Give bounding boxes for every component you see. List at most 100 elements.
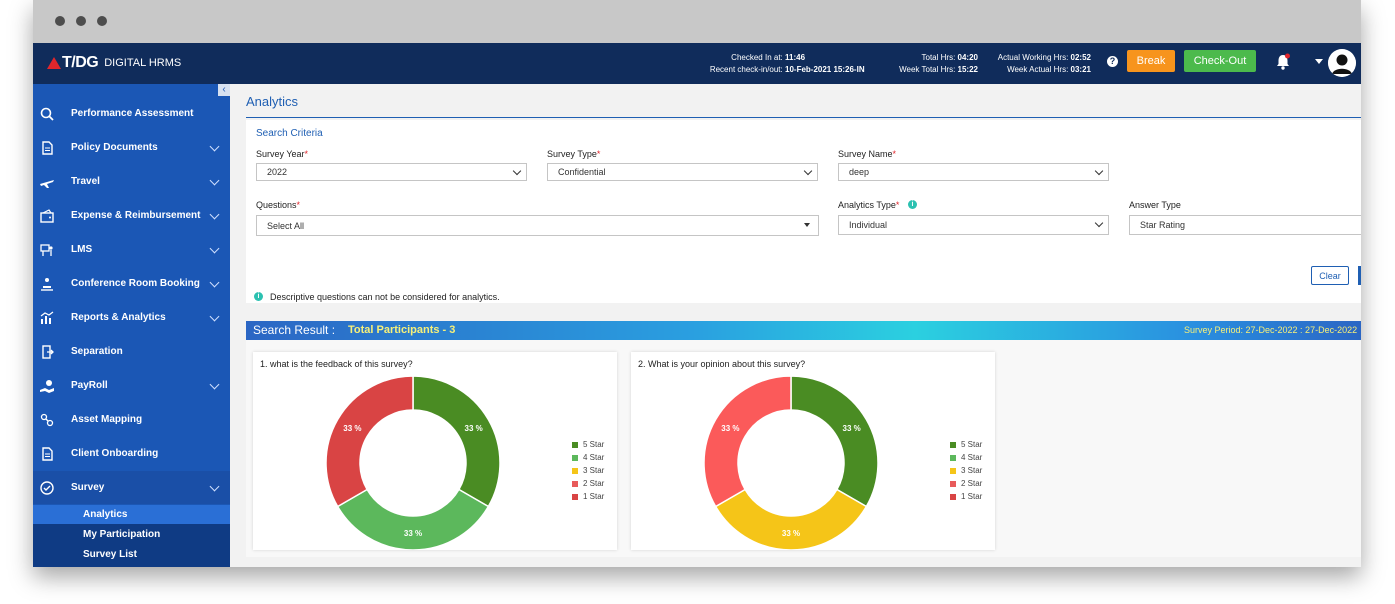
legend-entry[interactable]: 5 Star — [950, 438, 982, 451]
sidebar-item-label: Expense & Reimbursement — [71, 210, 201, 221]
check-circle-icon — [40, 480, 54, 495]
actual-hours-info: Actual Working Hrs: 02:52 Week Actual Hr… — [978, 52, 1091, 76]
bell-icon[interactable] — [1273, 52, 1293, 72]
chevron-down-icon[interactable] — [209, 141, 220, 152]
legend-swatch — [572, 441, 578, 448]
required-marker: * — [596, 149, 601, 159]
legend-swatch — [572, 454, 578, 461]
legend-label: 5 Star — [961, 440, 983, 449]
survey-submenu: Analytics My Participation Survey List — [33, 505, 230, 567]
results-area: 1. what is the feedback of this survey? … — [246, 340, 1361, 557]
sidebar-item-performance-assessment[interactable]: Performance Assessment — [33, 97, 230, 130]
sidebar-item-travel[interactable]: Travel — [33, 165, 230, 198]
sidebar-item-client-onboarding[interactable]: Client Onboarding — [33, 437, 230, 470]
total-participants: Total Participants - 3 — [348, 324, 456, 336]
legend-swatch — [950, 467, 956, 474]
meeting-icon — [41, 277, 53, 291]
questions-select[interactable]: Select All — [256, 215, 819, 236]
collapse-sidebar-icon[interactable]: ‹ — [218, 84, 230, 96]
sidebar-item-conference-room[interactable]: Conference Room Booking — [33, 267, 230, 300]
sidebar-item-expense[interactable]: Expense & Reimbursement — [33, 199, 230, 232]
survey-year-select[interactable]: 2022 — [256, 163, 527, 181]
chevron-down-icon[interactable] — [209, 243, 220, 254]
legend-entry[interactable]: 1 Star — [572, 490, 604, 503]
survey-type-label-text: Survey Type — [547, 149, 597, 159]
sidebar-item-policy-documents[interactable]: Policy Documents — [33, 131, 230, 164]
legend-swatch — [950, 441, 956, 448]
legend-entry[interactable]: 3 Star — [572, 464, 604, 477]
analytics-type-label-text: Analytics Type — [838, 200, 896, 210]
chevron-down-icon[interactable] — [209, 311, 220, 322]
legend-label: 1 Star — [583, 492, 605, 501]
slice-data-label: 33 % — [721, 424, 739, 433]
legend-entry[interactable]: 2 Star — [950, 477, 982, 490]
sidebar-subitem-label: Survey List — [83, 549, 137, 560]
questions-value: Select All — [267, 221, 305, 231]
window-dot-icon[interactable] — [76, 16, 86, 26]
answer-type-select[interactable]: Star Rating — [1129, 215, 1361, 235]
chevron-down-icon[interactable] — [209, 277, 220, 288]
sidebar-item-lms[interactable]: LMS — [33, 233, 230, 266]
question-title: 1. what is the feedback of this survey? — [260, 359, 413, 369]
legend-entry[interactable]: 5 Star — [572, 438, 604, 451]
main-content: Analytics Search Criteria Survey Year* 2… — [230, 84, 1361, 567]
avatar[interactable] — [1328, 49, 1356, 77]
required-marker: * — [296, 200, 301, 210]
checkout-button[interactable]: Check-Out — [1184, 50, 1256, 72]
legend-entry[interactable]: 1 Star — [950, 490, 982, 503]
chevron-down-icon[interactable] — [209, 175, 220, 186]
search-result-label: Search Result : — [253, 323, 336, 337]
sidebar-subitem-my-participation[interactable]: My Participation — [33, 525, 230, 544]
analytics-type-select[interactable]: Individual — [838, 215, 1109, 235]
search-button[interactable] — [1358, 266, 1361, 285]
legend-entry[interactable]: 4 Star — [572, 451, 604, 464]
chevron-down-icon[interactable] — [1315, 59, 1323, 64]
sidebar-item-payroll[interactable]: PayRoll — [33, 369, 230, 402]
help-icon[interactable]: ? — [1107, 56, 1118, 67]
logo[interactable]: T/DG DIGITAL HRMS — [47, 54, 181, 72]
donut-slice-5-star[interactable] — [790, 375, 879, 508]
sidebar-item-separation[interactable]: Separation — [33, 335, 230, 368]
sidebar-item-label: Survey — [71, 482, 105, 493]
title-divider — [246, 117, 1361, 118]
chevron-down-icon[interactable] — [209, 209, 220, 220]
hours-info: Total Hrs: 04:20 Week Total Hrs: 15:22 — [863, 52, 978, 76]
actual-working-label: Actual Working Hrs: — [997, 53, 1069, 62]
sidebar-item-label: Policy Documents — [71, 142, 158, 153]
document-icon — [42, 446, 53, 461]
legend-entry[interactable]: 2 Star — [572, 477, 604, 490]
sidebar: ‹ Performance Assessment Policy Document… — [33, 84, 230, 567]
window-dot-icon[interactable] — [97, 16, 107, 26]
legend-swatch — [572, 480, 578, 487]
window-dot-icon[interactable] — [55, 16, 65, 26]
donut-chart-2[interactable]: 33 % 33 % 33 % — [631, 352, 995, 550]
question-title: 2. What is your opinion about this surve… — [638, 359, 806, 369]
donut-slice-3-star[interactable] — [714, 488, 868, 551]
survey-type-value: Confidential — [558, 167, 606, 177]
survey-name-select[interactable]: deep — [838, 163, 1109, 181]
clear-button[interactable]: Clear — [1311, 266, 1349, 285]
page-title: Analytics — [246, 94, 299, 109]
chevron-down-icon[interactable] — [209, 481, 220, 492]
donut-slice-2-star[interactable] — [703, 375, 792, 508]
sidebar-item-label: Asset Mapping — [71, 414, 143, 425]
legend-swatch — [572, 467, 578, 474]
sidebar-item-asset-mapping[interactable]: Asset Mapping — [33, 403, 230, 436]
chevron-down-icon[interactable] — [209, 379, 220, 390]
sidebar-item-reports[interactable]: Reports & Analytics — [33, 301, 230, 334]
sidebar-item-survey[interactable]: Survey — [33, 471, 230, 504]
donut-slice-1-star[interactable] — [325, 375, 414, 508]
info-icon[interactable]: i — [908, 200, 917, 209]
sidebar-subitem-survey-list[interactable]: Survey List — [33, 545, 230, 564]
asset-icon — [40, 413, 54, 426]
legend-entry[interactable]: 4 Star — [950, 451, 982, 464]
week-actual-label: Week Actual Hrs: — [1007, 65, 1069, 74]
legend-entry[interactable]: 3 Star — [950, 464, 982, 477]
donut-chart-1[interactable]: 33 % 33 % 33 % — [253, 352, 617, 550]
survey-type-select[interactable]: Confidential — [547, 163, 818, 181]
break-button[interactable]: Break — [1127, 50, 1175, 72]
donut-slice-5-star[interactable] — [412, 375, 501, 508]
sidebar-subitem-analytics[interactable]: Analytics — [33, 505, 230, 524]
sidebar-subitem-label: Analytics — [83, 509, 128, 520]
donut-slice-4-star[interactable] — [336, 488, 490, 551]
